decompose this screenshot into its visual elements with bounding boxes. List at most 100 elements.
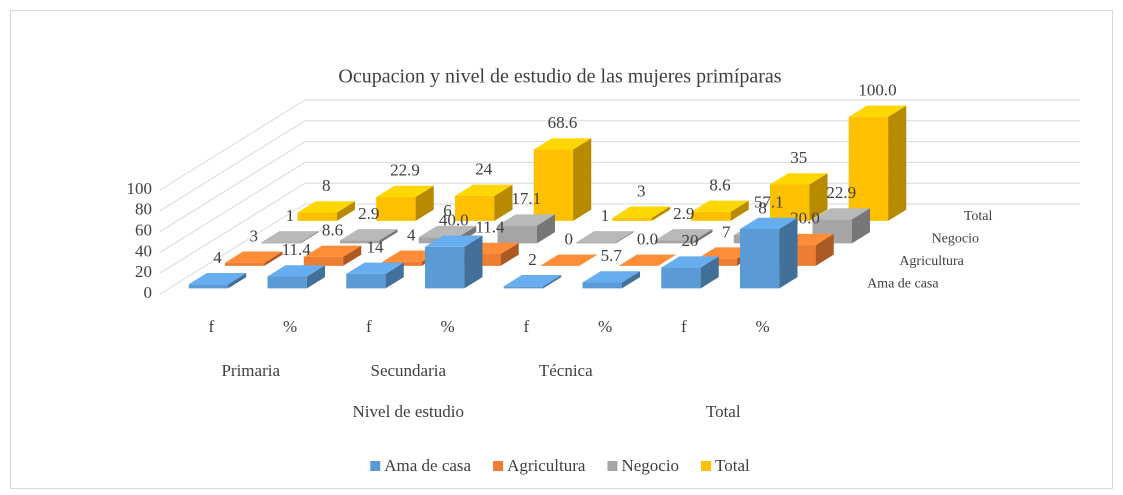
bar-front	[576, 242, 616, 244]
data-label: 11.4	[282, 240, 312, 259]
bar-top	[618, 254, 677, 266]
bar-front	[425, 246, 465, 289]
bar	[533, 138, 592, 221]
x-tick-label: %	[756, 317, 770, 336]
group-label: Secundaria	[370, 361, 446, 380]
bar-side	[621, 271, 640, 289]
data-label: 2.9	[673, 204, 694, 223]
bar-top	[425, 235, 483, 247]
bar-front	[533, 149, 574, 221]
y-tick-label: 40	[135, 241, 152, 260]
data-label: 11.4	[475, 218, 505, 237]
bar-side	[730, 200, 749, 221]
group-label: Nivel de estudio	[353, 402, 464, 421]
bar-side	[343, 245, 362, 266]
bar-side	[815, 233, 834, 266]
data-label: 14	[367, 237, 385, 256]
bar-top	[503, 275, 562, 287]
bar	[188, 272, 247, 289]
bar	[340, 229, 398, 244]
bar-top	[267, 265, 325, 277]
bar-side	[809, 173, 828, 221]
legend-label: Ama de casa	[384, 456, 471, 475]
bar-top	[303, 245, 362, 257]
data-label: 5.7	[601, 246, 623, 265]
data-label: 22.9	[390, 161, 420, 180]
data-label: 8	[758, 199, 767, 218]
bar	[655, 229, 713, 244]
y-tick-label: 100	[127, 179, 153, 198]
data-label: 0.0	[637, 230, 658, 249]
depth-label: Negocio	[932, 232, 979, 247]
bar-front	[612, 217, 652, 221]
grid-line	[159, 161, 1080, 253]
bar-top	[455, 184, 513, 196]
bar	[425, 235, 483, 289]
bar-front	[740, 228, 780, 289]
bar	[346, 262, 404, 289]
bar	[612, 206, 670, 221]
bar-front	[455, 195, 495, 221]
bar-side	[615, 231, 634, 244]
bar	[297, 201, 355, 221]
bar-front	[497, 225, 537, 244]
group-label: Primaria	[221, 361, 280, 380]
group-label: Técnica	[539, 361, 593, 380]
bar-side	[851, 208, 870, 244]
chart-frame	[10, 10, 1113, 489]
bar-front	[691, 211, 731, 221]
legend-label: Agricultura	[507, 456, 586, 475]
group-label: Total	[706, 402, 741, 421]
grid-line	[159, 120, 1080, 212]
x-tick-label: f	[209, 317, 215, 336]
bar-top	[261, 231, 319, 243]
bar	[618, 254, 677, 266]
depth-label: Ama de casa	[867, 277, 939, 292]
bar-top	[533, 138, 592, 150]
x-tick-label: f	[524, 317, 530, 336]
data-label: 68.6	[548, 113, 578, 132]
data-label: 8.6	[322, 221, 343, 240]
bar-front	[346, 273, 386, 289]
depth-label: Total	[964, 209, 993, 224]
bar-top	[418, 225, 477, 238]
bar-top	[540, 254, 598, 266]
grid-line	[159, 99, 1080, 191]
x-tick-label: %	[598, 317, 612, 336]
data-label: 8	[322, 176, 331, 195]
legend-swatch	[607, 461, 618, 471]
bar-front	[376, 197, 416, 221]
bar-top	[376, 185, 434, 198]
bar	[261, 231, 319, 244]
data-label: 8.6	[709, 176, 730, 195]
bar-side	[379, 229, 398, 244]
bar	[691, 200, 749, 221]
bar-top	[655, 229, 713, 241]
bar-top	[812, 208, 870, 220]
data-label: 3	[637, 181, 646, 200]
bar-side	[700, 256, 719, 289]
bar	[225, 251, 283, 266]
bar-top	[770, 173, 828, 185]
y-tick-label: 80	[135, 200, 152, 219]
data-label: 6	[443, 201, 452, 220]
bar-side	[336, 201, 355, 221]
data-label: 4	[407, 225, 416, 244]
data-label: 1	[286, 206, 295, 225]
data-label: 17.1	[511, 189, 541, 208]
bar	[503, 275, 562, 289]
bar-front	[503, 286, 544, 289]
x-tick-label: f	[366, 317, 372, 336]
bar-side	[573, 138, 592, 221]
data-label: 7	[722, 222, 731, 241]
bar-front	[770, 184, 810, 221]
bar	[582, 271, 640, 289]
bar-top	[740, 217, 798, 229]
bar-side	[651, 206, 670, 221]
bar-top	[576, 231, 634, 243]
bar	[576, 231, 634, 244]
bar-side	[779, 217, 798, 289]
chart-title: Ocupacion y nivel de estudio de las muje…	[338, 66, 781, 88]
bar	[376, 185, 434, 221]
data-label: 2	[528, 250, 537, 269]
